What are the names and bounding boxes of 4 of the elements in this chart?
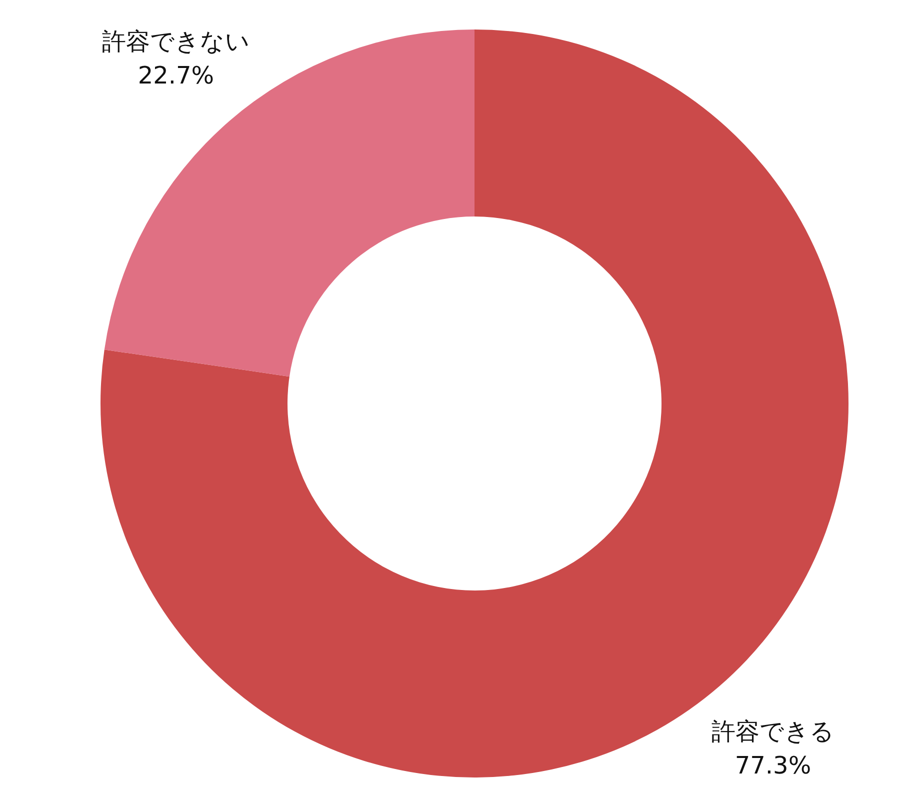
slice-label: 許容できない [102,27,250,56]
slice-label: 許容できる [712,718,835,746]
data-label: 22.7% [138,61,214,90]
data-label: 77.3% [734,752,812,780]
